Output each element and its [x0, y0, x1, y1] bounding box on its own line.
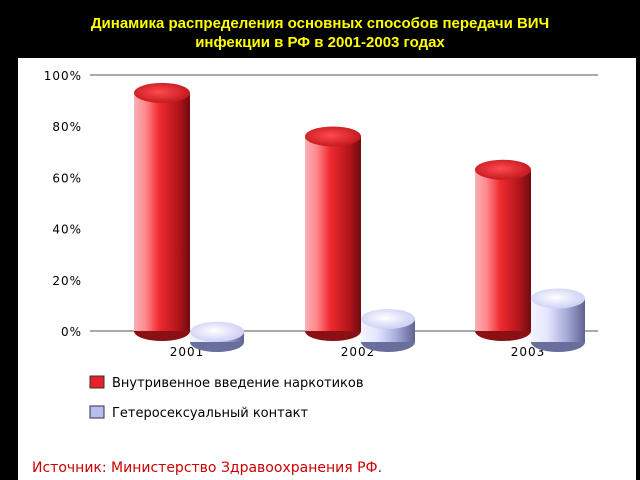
- bar-heterosexual-2003: [531, 288, 585, 352]
- chart-title-line-2: инфекции в РФ в 2001-2003 годах: [195, 34, 445, 51]
- y-tick-label: 40%: [52, 223, 82, 237]
- bar-cap: [305, 126, 361, 147]
- bar-cap: [190, 321, 244, 342]
- bar-cap: [134, 82, 190, 103]
- chart-title: Динамика распределения основных способов…: [0, 14, 640, 52]
- bar-iv-drugs-2003: [475, 159, 531, 341]
- bar-body: [134, 92, 190, 331]
- legend-item: Гетеросексуальный контакт: [89, 405, 309, 421]
- bar-heterosexual-2002: [361, 308, 415, 352]
- legend-label: Гетеросексуальный контакт: [112, 406, 309, 421]
- y-tick-label: 80%: [52, 120, 82, 134]
- chart-panel: 0% 20% 40% 60% 80% 100% 2001 2002 2003 Внутривен…: [18, 58, 636, 480]
- legend-label: Внутривенное введение наркотиков: [112, 376, 364, 391]
- bar-iv-drugs-2002: [305, 126, 361, 341]
- bar-body: [475, 169, 531, 331]
- legend-swatch: [89, 375, 105, 389]
- y-tick-label: 100%: [44, 69, 82, 83]
- y-tick-label: 60%: [52, 171, 82, 185]
- legend-swatch: [89, 405, 105, 419]
- x-tick-label: 2001: [170, 345, 205, 359]
- y-tick-label: 20%: [52, 274, 82, 288]
- y-tick-label: 0%: [61, 325, 82, 339]
- bar-iv-drugs-2001: [134, 82, 190, 341]
- source-note: Источник: Министерство Здравоохранения Р…: [32, 460, 382, 476]
- x-tick-label: 2002: [341, 345, 376, 359]
- bar-cap: [475, 159, 531, 180]
- bar-heterosexual-2001: [190, 321, 244, 352]
- legend-item: Внутривенное введение наркотиков: [89, 375, 364, 391]
- bar-cap: [531, 288, 585, 309]
- x-tick-label: 2003: [511, 345, 546, 359]
- bar-cap: [361, 308, 415, 329]
- chart-title-line-1: Динамика распределения основных способов…: [90, 15, 550, 32]
- bar-chart: 0% 20% 40% 60% 80% 100% 2001 2002 2003 Внутривен…: [32, 69, 598, 476]
- bar-body: [305, 136, 361, 331]
